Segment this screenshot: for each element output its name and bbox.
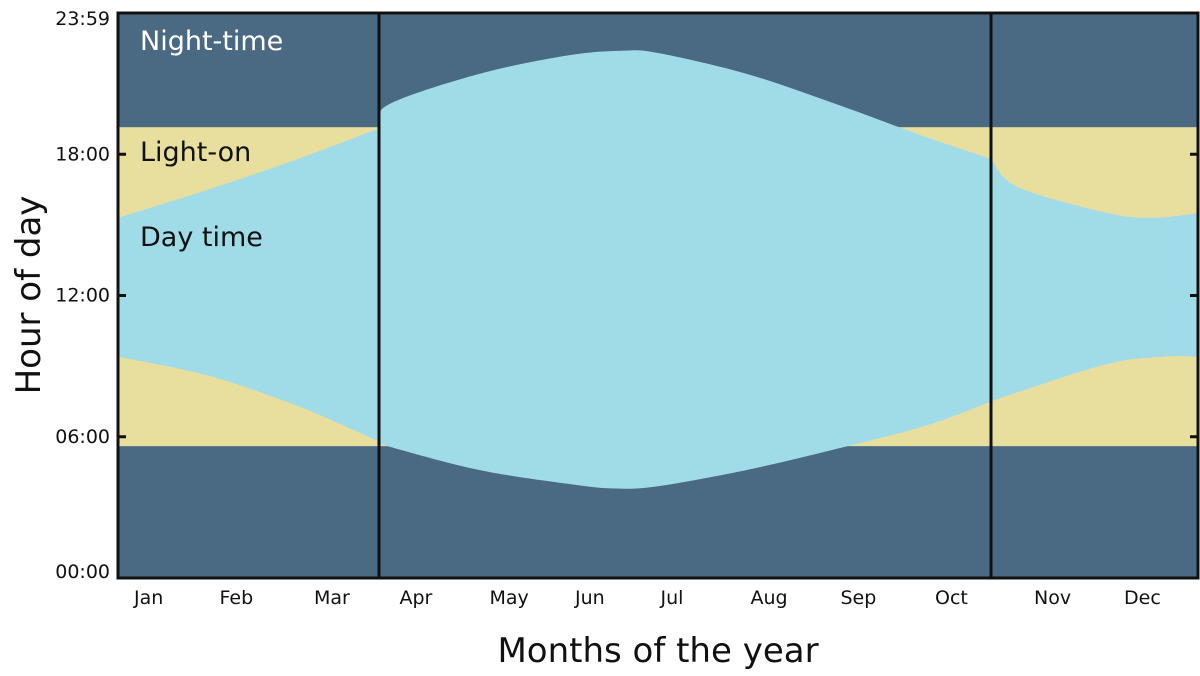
x-tick-label: Mar <box>314 587 350 609</box>
x-tick-label: May <box>490 587 529 609</box>
x-tick-label: Jan <box>133 587 163 609</box>
day-time-label: Day time <box>140 222 263 253</box>
x-tick-label: Aug <box>751 587 788 609</box>
y-tick-label: 18:00 <box>55 143 110 165</box>
night-time-label: Night-time <box>140 26 283 57</box>
y-axis-title: Hour of day <box>9 196 49 395</box>
y-tick-label: 06:00 <box>55 426 110 448</box>
x-tick-label: Oct <box>935 587 968 609</box>
plot-area <box>118 13 1198 578</box>
x-axis-title: Months of the year <box>497 631 818 671</box>
y-tick-label: 12:00 <box>55 285 110 307</box>
x-tick-label: Apr <box>400 587 433 609</box>
y-tick-label: 00:00 <box>55 561 110 583</box>
x-axis: Jan Feb Mar Apr May Jun Jul Aug Sep Oct Nov Dec <box>133 587 1161 609</box>
y-tick-label: 23:59 <box>55 8 110 30</box>
x-tick-label: Jun <box>574 587 605 609</box>
x-tick-label: Jul <box>660 587 684 609</box>
x-tick-label: Feb <box>220 587 254 609</box>
y-axis: 00:00 06:00 12:00 18:00 23:59 <box>55 8 1198 583</box>
season-dividers <box>377 13 993 578</box>
day-time-area <box>118 50 1198 489</box>
x-tick-label: Nov <box>1034 587 1071 609</box>
x-tick-label: Sep <box>841 587 877 609</box>
x-tick-label: Dec <box>1124 587 1161 609</box>
light-on-label: Light-on <box>140 137 251 168</box>
